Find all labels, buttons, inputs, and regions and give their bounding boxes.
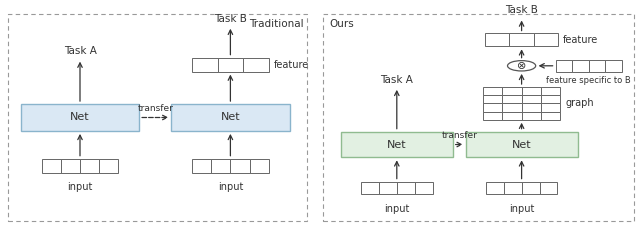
Text: graph: graph <box>565 98 594 108</box>
Bar <box>415 181 433 195</box>
Bar <box>483 87 502 95</box>
Text: input: input <box>509 204 534 214</box>
Bar <box>99 159 118 173</box>
Bar <box>589 60 605 72</box>
Bar <box>20 104 140 131</box>
Text: Task A: Task A <box>63 46 97 56</box>
Text: Task B: Task B <box>505 5 538 15</box>
Bar <box>340 132 453 157</box>
Bar <box>361 181 379 195</box>
Bar <box>572 60 589 72</box>
Text: Net: Net <box>70 113 90 122</box>
Bar <box>80 159 99 173</box>
Text: Net: Net <box>512 140 531 149</box>
Bar <box>522 112 541 120</box>
Text: $\otimes$: $\otimes$ <box>516 60 527 71</box>
Bar <box>534 33 558 47</box>
Bar <box>541 87 560 95</box>
Bar <box>379 181 397 195</box>
Bar <box>502 103 522 112</box>
Text: Net: Net <box>387 140 406 149</box>
Bar <box>250 159 269 173</box>
Bar <box>486 181 504 195</box>
Bar <box>541 103 560 112</box>
Text: Traditional: Traditional <box>250 19 304 29</box>
Text: feature specific to B: feature specific to B <box>547 76 631 85</box>
Text: Ours: Ours <box>330 19 355 29</box>
Text: Task B: Task B <box>214 13 247 24</box>
Text: input: input <box>384 204 410 214</box>
Text: Net: Net <box>221 113 240 122</box>
Bar <box>192 159 211 173</box>
Text: input: input <box>218 182 243 192</box>
Bar <box>509 33 534 47</box>
Bar <box>522 103 541 112</box>
Text: transfer: transfer <box>137 104 173 113</box>
Text: feature: feature <box>563 35 598 45</box>
Text: feature: feature <box>274 60 309 70</box>
Bar <box>230 159 250 173</box>
Circle shape <box>508 61 536 71</box>
Bar <box>61 159 80 173</box>
Bar <box>502 87 522 95</box>
Bar <box>483 95 502 103</box>
Bar <box>541 95 560 103</box>
Text: transfer: transfer <box>441 131 477 140</box>
Bar <box>502 112 522 120</box>
Text: Task A: Task A <box>380 74 413 85</box>
Bar <box>172 104 290 131</box>
Text: input: input <box>67 182 93 192</box>
Bar <box>605 60 622 72</box>
Bar <box>540 181 557 195</box>
Bar <box>483 112 502 120</box>
Bar <box>504 181 522 195</box>
Bar <box>397 181 415 195</box>
Bar <box>483 103 502 112</box>
Bar <box>466 132 577 157</box>
Bar <box>522 87 541 95</box>
Bar <box>502 95 522 103</box>
Bar <box>522 181 540 195</box>
Bar <box>42 159 61 173</box>
Bar <box>485 33 509 47</box>
Bar <box>218 58 243 72</box>
Bar <box>211 159 230 173</box>
Bar <box>192 58 218 72</box>
Bar <box>556 60 572 72</box>
Bar <box>243 58 269 72</box>
Bar <box>541 112 560 120</box>
Bar <box>522 95 541 103</box>
